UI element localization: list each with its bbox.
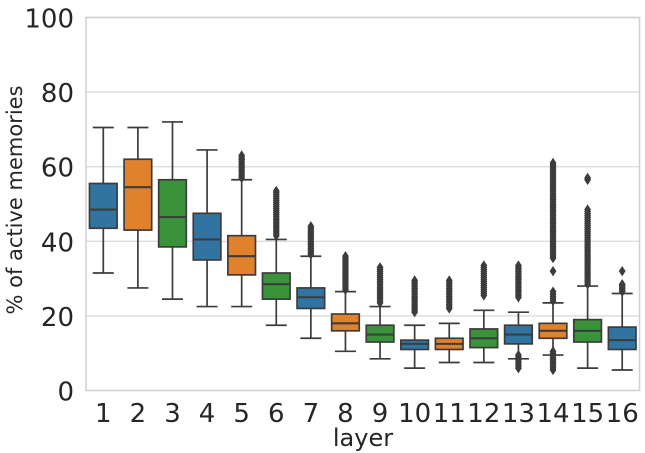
x-tick-label: 6: [268, 399, 285, 429]
iqr-box: [88, 182, 118, 230]
iqr-box: [261, 272, 291, 300]
flier-high: [480, 260, 488, 271]
y-tick-label: 80: [41, 79, 74, 109]
plot-frame: [85, 16, 641, 392]
box-layer-5: [227, 150, 257, 308]
box-layer-15: [572, 172, 603, 369]
box-layer-14: [538, 157, 568, 376]
flier-high: [549, 157, 557, 169]
x-tick-label: 3: [164, 399, 181, 429]
x-tick-label: 12: [467, 399, 500, 429]
x-tick-label: 10: [398, 399, 431, 429]
y-axis-label: % of active memories: [3, 85, 27, 315]
flier-high: [411, 275, 419, 286]
x-tick-label: 16: [606, 399, 639, 429]
flier-high: [376, 262, 384, 273]
iqr-box: [192, 212, 222, 261]
iqr-box: [157, 178, 188, 248]
box-layer-11: [434, 275, 464, 364]
flier-high: [549, 286, 557, 297]
iqr-box: [607, 326, 637, 351]
flier-high: [584, 172, 592, 184]
x-tick-label: 14: [536, 399, 569, 429]
box-layer-12: [469, 260, 499, 364]
flier-high: [618, 265, 626, 277]
box-layer-6: [261, 185, 291, 327]
x-axis-label: layer: [332, 424, 394, 452]
box-layer-4: [192, 149, 222, 308]
y-tick-label: 60: [41, 154, 74, 184]
iqr-box: [123, 158, 153, 231]
x-tick-label: 7: [303, 399, 320, 429]
y-tick-label: 20: [41, 303, 74, 333]
y-tick-label: 40: [41, 228, 74, 258]
x-tick-label: 4: [199, 399, 216, 429]
flier-high: [342, 251, 349, 262]
x-tick-label: 1: [95, 399, 112, 429]
flier-high: [584, 204, 592, 215]
x-tick-label: 8: [337, 399, 354, 429]
flier-high: [445, 275, 453, 286]
x-tick-label: 13: [502, 399, 535, 429]
flier-high: [307, 221, 315, 232]
x-tick-label: 5: [233, 399, 250, 429]
box-layer-8: [330, 251, 361, 353]
flier-low: [549, 346, 557, 357]
box-layer-7: [296, 221, 326, 340]
x-tick-label: 2: [130, 399, 147, 429]
box-layer-16: [607, 265, 637, 371]
flier-high: [618, 278, 626, 290]
box-layer-3: [157, 121, 188, 300]
x-tick-label: 9: [372, 399, 389, 429]
box-layer-2: [123, 126, 153, 289]
y-tick-label: 0: [57, 378, 74, 408]
flier-high: [549, 265, 557, 277]
box-layer-1: [88, 126, 118, 274]
flier-low: [515, 349, 522, 361]
flier-high: [515, 260, 522, 271]
x-tick-label: 11: [433, 399, 466, 429]
y-tick-label: 100: [24, 5, 74, 35]
flier-high: [272, 185, 280, 197]
box-layer-10: [399, 275, 430, 369]
flier-high: [238, 150, 246, 161]
box-layer-13: [503, 260, 534, 374]
x-tick-label: 15: [571, 399, 604, 429]
box-layer-9: [365, 262, 395, 360]
